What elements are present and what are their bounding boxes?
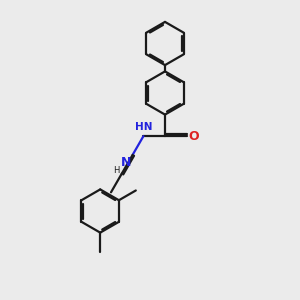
- Text: HN: HN: [135, 122, 153, 132]
- Text: N: N: [121, 156, 131, 170]
- Text: O: O: [189, 130, 199, 143]
- Text: H: H: [113, 166, 120, 175]
